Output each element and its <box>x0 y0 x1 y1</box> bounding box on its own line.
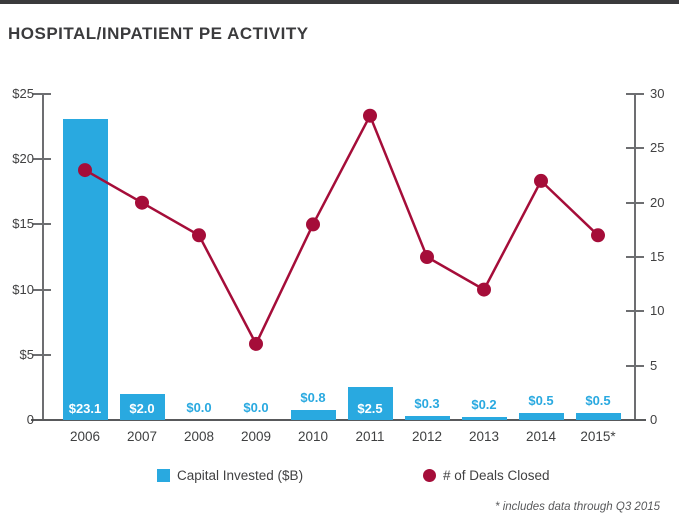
bar-value-label: $0.2 <box>471 397 497 413</box>
capital-invested-swatch-icon <box>157 469 170 482</box>
deals-point-2010 <box>306 217 320 232</box>
legend-item-deals-closed: # of Deals Closed <box>423 468 550 483</box>
left-axis-tick-label: $5 <box>19 346 34 362</box>
x-axis-label-2009: 2009 <box>240 429 272 444</box>
bar-value-label: $2.5 <box>357 401 383 416</box>
bar-value-label: $0.5 <box>528 393 554 409</box>
right-axis-tick <box>626 310 644 313</box>
x-axis-label-2012: 2012 <box>411 429 443 444</box>
bar-2012 <box>404 416 450 420</box>
left-axis-tick-label: $20 <box>12 151 34 167</box>
bar-2011 <box>347 387 393 420</box>
bar-2007 <box>119 393 165 420</box>
bar-value-label: $0.0 <box>243 400 269 415</box>
right-axis-tick-label: 30 <box>650 86 665 101</box>
x-axis-label-2011: 2011 <box>355 429 385 444</box>
x-axis-line <box>31 419 646 421</box>
right-axis-tick-label: 25 <box>650 140 665 156</box>
right-axis-tick-label: 20 <box>650 194 665 210</box>
legend-label-capital-invested: Capital Invested ($B) <box>177 468 304 483</box>
bar-value-label: $0.3 <box>414 396 440 412</box>
footnote: * includes data through Q3 2015 <box>495 501 660 513</box>
x-axis-label-2015: 2015* <box>580 429 616 444</box>
x-axis-label-2006: 2006 <box>69 429 101 444</box>
left-axis-tick-label: $10 <box>12 281 34 297</box>
left-axis-tick <box>33 353 51 356</box>
x-axis-label-2008: 2008 <box>183 429 215 444</box>
legend-item-capital-invested: Capital Invested ($B) <box>157 468 303 483</box>
x-axis-label-2007: 2007 <box>126 429 158 444</box>
bar-2014 <box>518 413 564 420</box>
bar-2015 <box>575 413 621 420</box>
right-axis-tick <box>626 147 644 150</box>
left-axis-tick-label: $25 <box>12 86 34 101</box>
x-axis-label-2014: 2014 <box>525 429 557 444</box>
bar-2010 <box>290 409 336 420</box>
right-axis-tick <box>626 256 644 258</box>
deals-point-2008 <box>192 228 206 243</box>
left-axis-tick <box>33 223 51 226</box>
left-axis-tick-label: $15 <box>12 216 34 232</box>
deals-point-2011 <box>363 108 377 123</box>
deals-point-2012 <box>420 250 434 264</box>
right-axis-tick <box>626 93 644 95</box>
chart-legend: Capital Invested ($B) # of Deals Closed <box>0 468 679 488</box>
bar-value-label: $0.0 <box>186 400 212 415</box>
bar-value-label: $2.0 <box>129 401 155 416</box>
left-axis-tick <box>33 93 51 95</box>
right-axis-tick-label: 10 <box>650 303 665 319</box>
right-axis-tick <box>626 364 644 367</box>
bar-2013 <box>461 417 507 420</box>
deals-closed-swatch-icon <box>423 469 436 482</box>
right-axis-tick-label: 0 <box>650 412 658 427</box>
bar-value-label: $0.5 <box>585 393 611 409</box>
deals-point-2015 <box>591 228 605 243</box>
right-axis-tick-label: 5 <box>650 357 658 373</box>
deals-closed-line <box>84 112 599 347</box>
top-divider-rule <box>0 0 679 4</box>
bar-value-label: $0.8 <box>300 389 326 405</box>
legend-label-deals-closed: # of Deals Closed <box>443 468 550 483</box>
bar-2006 <box>62 118 108 420</box>
left-axis-tick <box>33 158 51 161</box>
right-axis-tick-label: 15 <box>650 249 665 264</box>
x-axis-label-2010: 2010 <box>297 429 329 444</box>
deals-point-2009 <box>249 336 263 351</box>
right-axis-tick <box>626 201 644 204</box>
deals-point-2013 <box>477 282 491 297</box>
left-axis-tick-label: 0 <box>26 412 34 427</box>
deals-point-2014 <box>534 173 548 188</box>
chart-title: HOSPITAL/INPATIENT PE ACTIVITY <box>8 24 309 43</box>
left-axis-tick <box>33 288 51 291</box>
left-axis-line <box>42 93 44 420</box>
bar-value-label: $23.1 <box>68 401 102 416</box>
x-axis-label-2013: 2013 <box>468 429 500 444</box>
deals-point-2007 <box>135 195 149 210</box>
